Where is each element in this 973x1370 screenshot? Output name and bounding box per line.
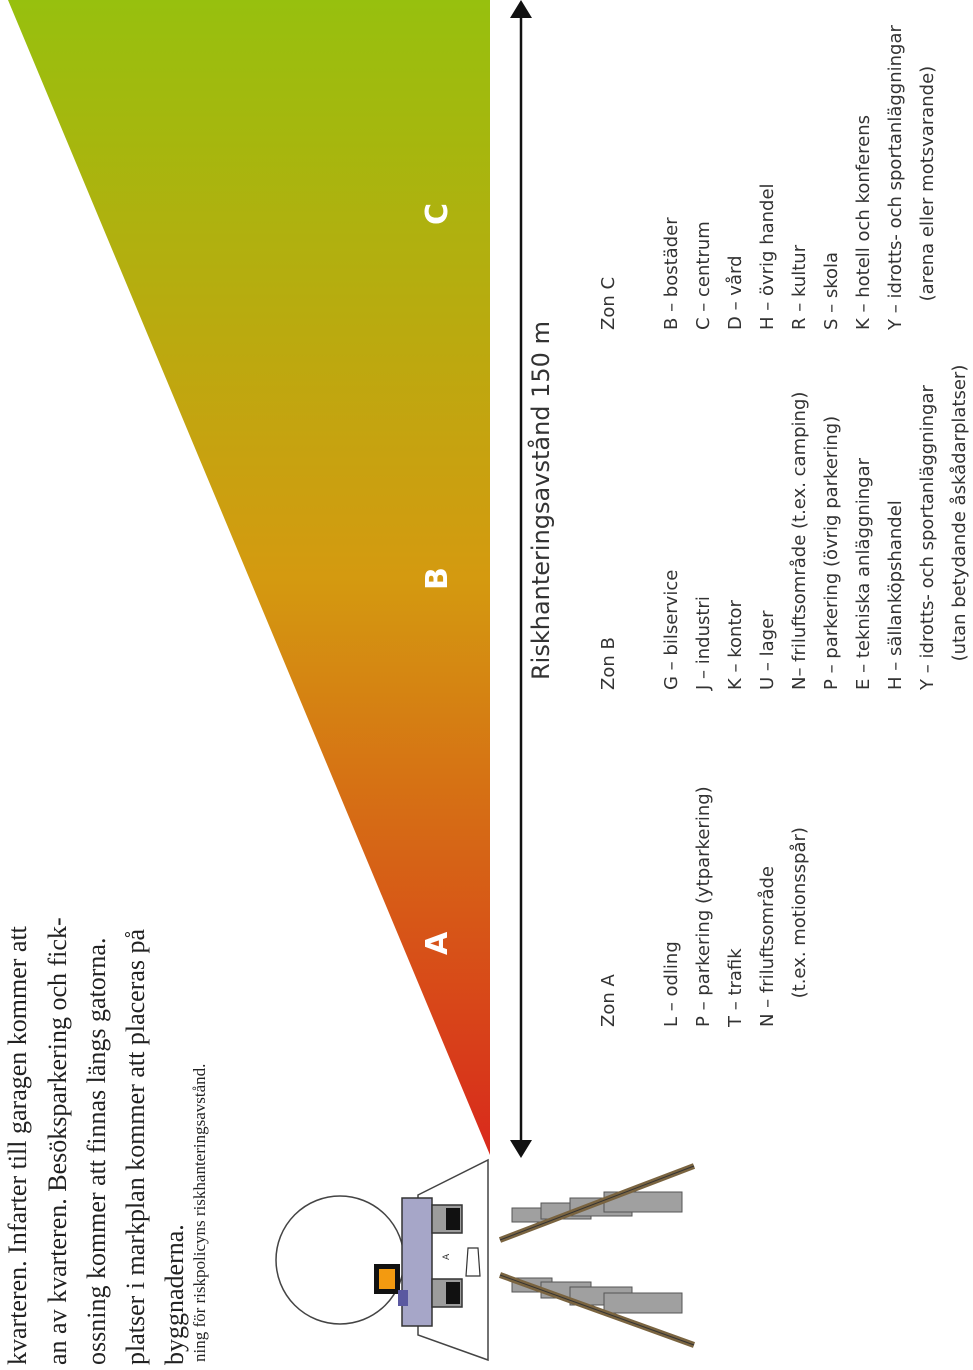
zone-b-item: (utan betydande åskådarplatser) [949,364,970,690]
zone-a-item: (t.ex. motionsspår) [789,827,810,1027]
zone-b-item: U – lager [757,610,778,690]
zone-b-item: J – industri [693,596,714,690]
zone-c-item: K – hotell och konferens [853,114,874,330]
zone-c-item: Y – idrotts- och sportanläggningar [885,25,906,330]
zone-a-item: N – friluftsområde [757,866,778,1027]
zone-a-item: L – odling [661,941,682,1027]
zone-letter-a: A [420,931,455,955]
zone-c-item: H – övrig handel [757,183,778,330]
zone-c-item: (arena eller motsvarande) [917,65,938,330]
zone-c-item: S – skola [821,251,842,330]
zone-a-item: P – parkering (ytparkering) [693,786,714,1027]
body-text-line-1: kvarteren. Infarter till garagen kommer … [3,926,32,1365]
train-icon: A [275,1158,489,1362]
distance-label: Riskhanteringsavstånd 150 m [527,321,555,680]
zone-b-item: E – tekniska anläggningar [853,457,874,690]
distance-arrow [510,0,532,1158]
body-text-line-3: ossning kommer att finnas längs gatorna. [82,937,111,1365]
svg-text:A: A [442,1253,452,1260]
zone-c-heading: Zon C [598,276,619,330]
zone-c-item: R – kultur [789,244,810,330]
zone-a-heading: Zon A [598,974,619,1027]
body-text-line-4: platser i markplan kommer att placeras p… [121,928,150,1365]
zone-b-heading: Zon B [598,637,619,690]
zone-b-item: Y – idrotts- och sportanläggningar [917,385,938,690]
zone-b-item: H – sällanköpshandel [885,500,906,690]
zone-c-item: B – bostäder [661,217,682,330]
zone-c-item: D – vård [725,255,746,331]
zone-letter-c: C [420,202,455,225]
zone-letter-b: B [420,567,455,590]
zone-b-item: K – kontor [725,600,746,690]
railway-track-icon [498,1163,696,1348]
figure-caption: ning för riskpolicyns riskhanteringsavst… [190,1063,209,1362]
zone-c-item: C – centrum [693,221,714,330]
zone-b-item: G – bilservice [661,569,682,690]
zone-b-item: N– friluftsområde (t.ex. camping) [789,391,810,690]
zone-a-item: T – trafik [725,948,746,1027]
zone-b-item: P – parkering (övrig parkering) [821,415,842,690]
body-text-line-2: an av kvarteren. Besöksparkering och fic… [43,917,72,1365]
body-text-line-5: byggnaderna. [160,1224,189,1365]
risk-gradient-triangle [8,0,490,1155]
